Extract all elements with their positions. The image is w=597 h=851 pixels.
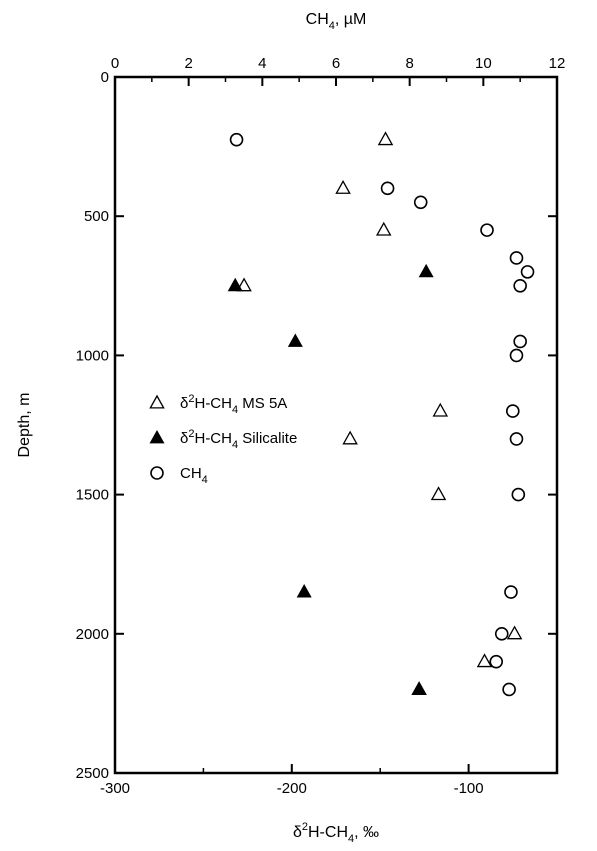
- ch4-point: [489, 654, 504, 669]
- legend-label-ms5a: δ2H-CH4 MS 5A: [180, 393, 287, 416]
- legend: δ2H-CH4 MS 5A δ2H-CH4 Silicalite CH4: [149, 393, 297, 486]
- ch4-point: [509, 251, 524, 265]
- x-top-tick-label: 10: [475, 55, 492, 72]
- x-bottom-tick-label: -200: [277, 780, 307, 797]
- ms5a-point: [377, 131, 394, 146]
- ch4-point: [509, 348, 524, 363]
- silicalite-point: [296, 584, 312, 598]
- ms5a-point: [335, 180, 351, 194]
- ch4-point: [413, 195, 428, 210]
- ch4-point: [480, 223, 494, 237]
- silicalite-point: [418, 263, 434, 278]
- ms5a-point: [476, 653, 493, 668]
- legend-label-ch4: CH4: [180, 465, 208, 486]
- x-top-tick-label: 2: [184, 55, 192, 72]
- silicalite-point: [287, 333, 303, 347]
- x-top-tick-label: 4: [258, 55, 266, 72]
- ms5a-point: [342, 430, 358, 445]
- x-top-tick-label: 12: [549, 55, 566, 72]
- plot-frame: [113, 75, 559, 775]
- x-top-tick-label: 6: [332, 55, 340, 72]
- ch4-point: [229, 132, 244, 147]
- ch4-point: [502, 682, 516, 697]
- ch4-point: [520, 265, 535, 279]
- tick-marks: [114, 76, 558, 774]
- ch4-point: [504, 585, 518, 599]
- y-tick-label: 0: [101, 69, 109, 86]
- ch4-point: [494, 626, 509, 641]
- ch4-point: [513, 334, 527, 349]
- ms5a-point: [375, 221, 392, 236]
- x-top-tick-label: 8: [405, 55, 413, 72]
- ch4-point: [513, 278, 527, 293]
- data-points: [227, 131, 535, 697]
- y-tick-label: 2000: [76, 626, 109, 643]
- y-tick-label: 1500: [76, 487, 109, 504]
- ch4-point: [505, 404, 520, 418]
- legend-marker-silicalite: [149, 429, 165, 444]
- x-bottom-tick-label: -100: [454, 780, 484, 797]
- y-tick-label: 2500: [76, 765, 109, 782]
- y-axis-title: Depth, m: [16, 393, 33, 458]
- ms5a-point: [430, 486, 447, 501]
- silicalite-point: [411, 681, 427, 695]
- ms5a-point: [506, 625, 523, 640]
- x-bottom-tick-label: -300: [100, 780, 130, 797]
- tick-labels: 0 500 1000 1500 2000 2500-300 -200 -100 0 2 4 6 8 10 1…: [76, 55, 566, 797]
- y-tick-label: 500: [84, 208, 109, 225]
- ms5a-point: [432, 402, 449, 417]
- silicalite-point: [227, 277, 243, 292]
- legend-marker-ch4: [150, 466, 164, 480]
- x-top-tick-label: 0: [111, 55, 119, 72]
- top-axis-title: CH4, µM: [306, 11, 367, 32]
- y-tick-label: 1000: [76, 347, 109, 364]
- bottom-axis-title: δ2H-CH4, ‰: [293, 821, 379, 845]
- legend-label-silicalite: δ2H-CH4 Silicalite: [180, 428, 297, 451]
- ch4-point: [509, 432, 524, 446]
- ch4-point: [511, 487, 526, 502]
- ch4-point: [380, 181, 395, 196]
- legend-marker-ms5a: [149, 394, 165, 409]
